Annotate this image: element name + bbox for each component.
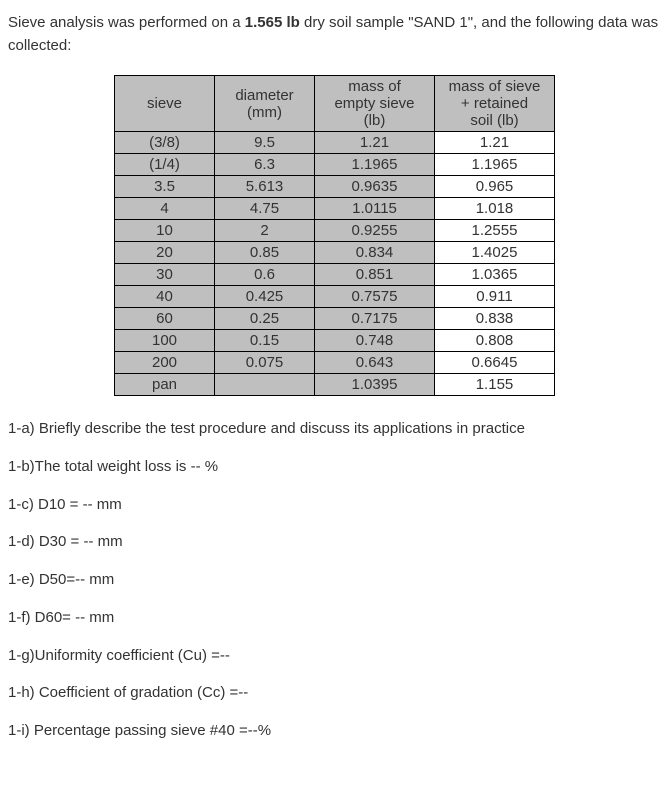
cell-sieve: 60 <box>115 308 215 330</box>
cell-diam: 5.613 <box>215 176 315 198</box>
cell-empty: 0.9255 <box>315 220 435 242</box>
cell-ret: 0.911 <box>435 286 555 308</box>
cell-sieve: 40 <box>115 286 215 308</box>
col-head-sieve-l1: sieve <box>147 95 182 112</box>
cell-sieve: 10 <box>115 220 215 242</box>
cell-ret: 1.21 <box>435 132 555 154</box>
intro-text: Sieve analysis was performed on a 1.565 … <box>8 12 661 57</box>
cell-sieve: 20 <box>115 242 215 264</box>
cell-ret: 1.2555 <box>435 220 555 242</box>
question-b: 1-b)The total weight loss is -- % <box>8 456 661 478</box>
cell-diam: 0.425 <box>215 286 315 308</box>
cell-empty: 0.9635 <box>315 176 435 198</box>
col-head-ret-l1: mass of sieve <box>449 78 541 95</box>
col-head-empty: mass of empty sieve (lb) <box>315 76 435 132</box>
cell-diam: 4.75 <box>215 198 315 220</box>
intro-bold: 1.565 lb <box>245 14 300 31</box>
col-head-empty-l1: mass of <box>348 78 401 95</box>
cell-sieve: 30 <box>115 264 215 286</box>
cell-ret: 0.838 <box>435 308 555 330</box>
cell-empty: 1.0395 <box>315 374 435 396</box>
col-head-diam-l2: (mm) <box>247 104 282 121</box>
cell-diam: 0.6 <box>215 264 315 286</box>
table-row: pan 1.0395 1.155 <box>115 374 555 396</box>
sieve-table-body: (3/8) 9.5 1.21 1.21 (1/4) 6.3 1.1965 1.1… <box>115 132 555 396</box>
table-row: (1/4) 6.3 1.1965 1.1965 <box>115 154 555 176</box>
question-g: 1-g)Uniformity coefficient (Cu) =-- <box>8 645 661 667</box>
table-row: 200 0.075 0.643 0.6645 <box>115 352 555 374</box>
col-head-diam-l1: diameter <box>235 87 293 104</box>
cell-ret: 0.965 <box>435 176 555 198</box>
question-list: 1-a) Briefly describe the test procedure… <box>8 418 661 742</box>
cell-empty: 1.21 <box>315 132 435 154</box>
cell-empty: 0.834 <box>315 242 435 264</box>
cell-ret: 1.018 <box>435 198 555 220</box>
cell-ret: 1.155 <box>435 374 555 396</box>
col-head-empty-l3: (lb) <box>364 112 386 129</box>
cell-ret: 1.4025 <box>435 242 555 264</box>
table-row: (3/8) 9.5 1.21 1.21 <box>115 132 555 154</box>
question-i: 1-i) Percentage passing sieve #40 =--% <box>8 720 661 742</box>
table-row: 3.5 5.613 0.9635 0.965 <box>115 176 555 198</box>
table-row: 10 2 0.9255 1.2555 <box>115 220 555 242</box>
cell-empty: 0.748 <box>315 330 435 352</box>
table-row: 4 4.75 1.0115 1.018 <box>115 198 555 220</box>
cell-empty: 0.7175 <box>315 308 435 330</box>
intro-pre: Sieve analysis was performed on a <box>8 14 245 31</box>
cell-sieve: pan <box>115 374 215 396</box>
cell-empty: 1.1965 <box>315 154 435 176</box>
col-head-ret-l3: soil (lb) <box>470 112 518 129</box>
col-head-diameter: diameter (mm) <box>215 76 315 132</box>
question-e: 1-e) D50=-- mm <box>8 569 661 591</box>
cell-sieve: 3.5 <box>115 176 215 198</box>
cell-empty: 1.0115 <box>315 198 435 220</box>
cell-diam: 6.3 <box>215 154 315 176</box>
cell-ret: 0.6645 <box>435 352 555 374</box>
cell-empty: 0.851 <box>315 264 435 286</box>
col-head-retained: mass of sieve + retained soil (lb) <box>435 76 555 132</box>
cell-sieve: (1/4) <box>115 154 215 176</box>
question-f: 1-f) D60= -- mm <box>8 607 661 629</box>
table-row: 100 0.15 0.748 0.808 <box>115 330 555 352</box>
question-d: 1-d) D30 = -- mm <box>8 531 661 553</box>
table-row: 20 0.85 0.834 1.4025 <box>115 242 555 264</box>
cell-diam: 2 <box>215 220 315 242</box>
cell-sieve: 4 <box>115 198 215 220</box>
cell-ret: 1.1965 <box>435 154 555 176</box>
table-row: 40 0.425 0.7575 0.911 <box>115 286 555 308</box>
cell-diam <box>215 374 315 396</box>
col-head-empty-l2: empty sieve <box>334 95 414 112</box>
question-a: 1-a) Briefly describe the test procedure… <box>8 418 661 440</box>
question-c: 1-c) D10 = -- mm <box>8 494 661 516</box>
cell-diam: 0.85 <box>215 242 315 264</box>
question-h: 1-h) Coefficient of gradation (Cc) =-- <box>8 682 661 704</box>
cell-ret: 1.0365 <box>435 264 555 286</box>
cell-empty: 0.7575 <box>315 286 435 308</box>
table-row: 60 0.25 0.7175 0.838 <box>115 308 555 330</box>
cell-diam: 0.25 <box>215 308 315 330</box>
cell-sieve: (3/8) <box>115 132 215 154</box>
cell-diam: 9.5 <box>215 132 315 154</box>
cell-sieve: 100 <box>115 330 215 352</box>
cell-diam: 0.15 <box>215 330 315 352</box>
col-head-ret-l2: + retained <box>461 95 528 112</box>
sieve-table: sieve diameter (mm) mass of empty sieve … <box>114 75 555 396</box>
cell-empty: 0.643 <box>315 352 435 374</box>
table-row: 30 0.6 0.851 1.0365 <box>115 264 555 286</box>
cell-sieve: 200 <box>115 352 215 374</box>
cell-ret: 0.808 <box>435 330 555 352</box>
col-head-sieve: sieve <box>115 76 215 132</box>
cell-diam: 0.075 <box>215 352 315 374</box>
